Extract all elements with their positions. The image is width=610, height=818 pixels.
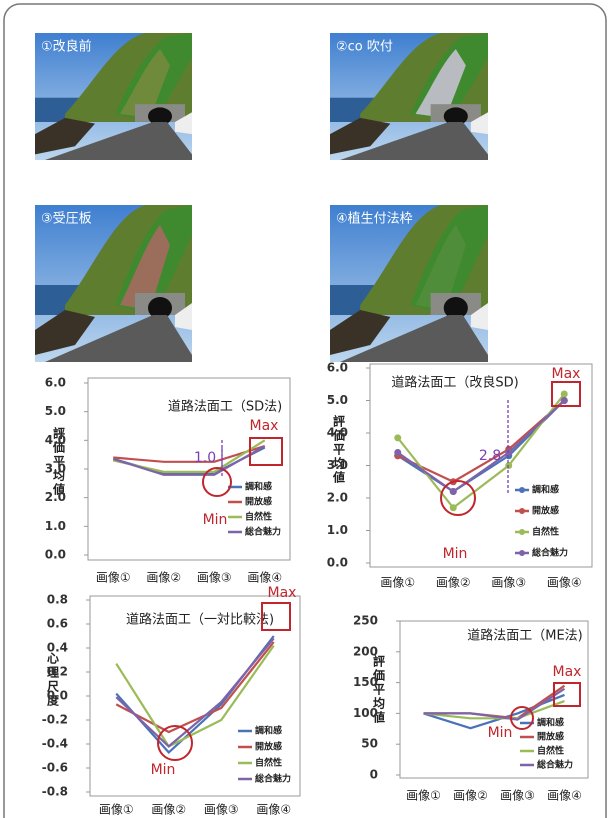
y-tick-label: 4.0 [45,433,66,447]
point [394,449,401,456]
x-tick-label: 画像① [96,571,131,585]
y-tick-label: 0.2 [47,665,68,679]
legend-label: 調和感 [532,484,559,496]
point [505,449,512,456]
y-tick-label: 0.8 [47,593,68,607]
legend-marker [519,550,525,556]
y-tick-label: 5.0 [45,404,66,418]
legend-label: 自然性 [537,745,564,757]
chart-title: 道路法面工（SD法) [168,399,282,415]
point [394,434,401,441]
y-tick-label: 0.0 [47,689,68,703]
y-tick-label: 0.0 [45,548,66,562]
annotation: Max [268,585,297,601]
x-tick-label: 画像② [151,803,186,817]
photo-label: ②co 吹付 [336,40,393,55]
annotation: Min [203,512,228,528]
y-tick-label: 2.0 [327,491,348,505]
x-tick-label: 画像③ [491,576,526,590]
x-tick-label: 画像① [406,789,441,803]
series-line [116,636,274,752]
photo [35,205,192,362]
y-tick-label: 6.0 [45,376,66,390]
photo [330,205,488,362]
legend-label: 開放感 [255,741,282,753]
y-tick-label: 200 [353,644,378,658]
y-tick-label: 6.0 [327,361,348,375]
y-tick-label: -0.2 [42,713,68,727]
y-tick-label: 0.0 [327,556,348,570]
x-tick-label: 画像④ [256,803,291,817]
y-tick-label: 0 [370,768,378,782]
legend-label: 調和感 [245,481,272,493]
y-tick-label: 4.0 [327,426,348,440]
y-tick-label: 100 [353,706,378,720]
legend-label: 開放感 [537,731,564,743]
point [561,397,568,404]
annotation: 2.8 [479,448,501,464]
series-line [398,401,565,492]
legend-label: 自然性 [245,511,272,523]
x-tick-label: 画像② [436,576,471,590]
legend-label: 開放感 [532,505,559,517]
x-tick-label: 画像④ [247,571,282,585]
point [505,462,512,469]
chart-title: 道路法面工（改良SD) [391,375,518,391]
annotation: 1.0 [194,450,216,466]
legend-label: 総合魅力 [245,526,281,538]
y-axis-label: 評価平均値 [332,414,346,485]
legend-label: 総合魅力 [532,547,568,559]
point [450,488,457,495]
x-tick-label: 画像③ [197,571,232,585]
y-tick-label: 5.0 [327,393,348,407]
photo-label: ③受圧板 [41,212,92,227]
chart-title: 道路法面工（ME法) [467,628,583,644]
y-tick-label: 2.0 [45,490,66,504]
x-tick-label: 画像③ [204,803,239,817]
chart-title: 道路法面工（一対比較法) [126,612,274,628]
y-tick-label: 3.0 [45,462,66,476]
x-tick-label: 画像② [146,571,181,585]
legend-label: 開放感 [245,496,272,508]
y-tick-label: 250 [353,614,378,628]
y-tick-label: 0.4 [47,641,68,655]
y-tick-label: -0.6 [42,761,68,775]
annotation: Max [552,366,581,382]
annotation: Min [443,546,468,562]
y-tick-label: -0.8 [42,785,68,799]
x-tick-label: 画像④ [547,576,582,590]
y-tick-label: -0.4 [42,737,68,751]
x-tick-label: 画像① [99,803,134,817]
point [561,391,568,398]
annotation: Max [250,418,279,434]
x-tick-label: 画像④ [547,789,582,803]
x-tick-label: 画像③ [500,789,535,803]
photo-label: ①改良前 [41,39,92,55]
legend-label: 総合魅力 [255,773,291,785]
figure: ①改良前 ②co 吹付 ③受圧板 ④植生付法枠道路法面工（SD法) 評価平均値 0.0 1.… [0,0,610,818]
legend-label: 自然性 [532,526,559,538]
series-line [398,401,565,492]
legend-label: 調和感 [537,717,564,729]
y-tick-label: 50 [361,737,378,751]
legend-label: 総合魅力 [537,759,573,771]
annotation: Min [151,762,176,778]
point [450,504,457,511]
legend-marker [519,487,525,493]
y-tick-label: 0.6 [47,617,68,631]
legend-marker [519,508,525,514]
legend-marker [519,529,525,535]
y-tick-label: 1.0 [45,519,66,533]
y-tick-label: 1.0 [327,523,348,537]
y-tick-label: 150 [353,675,378,689]
photo-label: ④植生付法枠 [336,212,413,227]
x-tick-label: 画像② [453,789,488,803]
x-tick-label: 画像① [380,576,415,590]
legend-label: 調和感 [255,725,282,737]
annotation: Max [553,664,582,680]
y-tick-label: 3.0 [327,458,348,472]
annotation: Min [488,725,513,741]
legend-label: 自然性 [255,757,282,769]
